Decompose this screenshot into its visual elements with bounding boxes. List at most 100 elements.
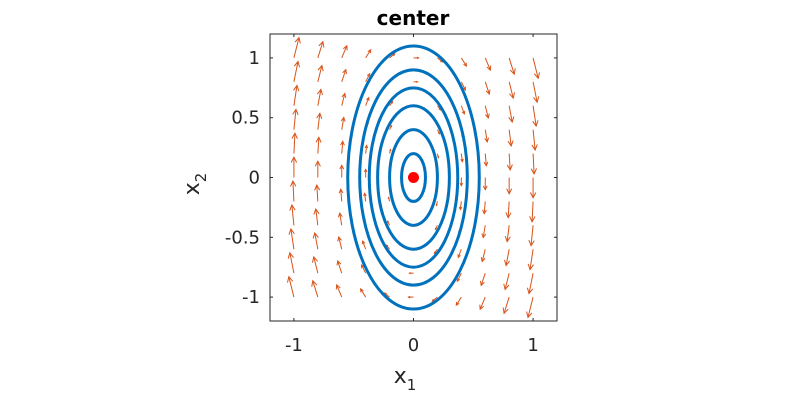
vector-arrow-shaft [365, 145, 368, 154]
vector-arrow-shaft [456, 272, 462, 282]
trajectories [346, 44, 481, 311]
vector-arrow-shaft [317, 41, 324, 59]
vector-arrow-shaft [531, 201, 534, 222]
vector-arrow [290, 156, 298, 178]
vector-arrow-head [460, 158, 464, 163]
vector-arrow [508, 57, 516, 76]
vector-arrow-head [529, 192, 537, 199]
vector-arrow-head [318, 40, 325, 48]
vector-arrow-shaft [508, 81, 514, 99]
vector-arrow-head [462, 86, 466, 91]
vector-arrow-head [463, 62, 467, 67]
vector-arrow-shaft [340, 189, 343, 202]
vector-arrow [503, 273, 510, 291]
vector-arrow [483, 153, 489, 167]
vector-arrow-shaft [293, 37, 300, 59]
y-tick-label: -0.5 [225, 227, 260, 248]
vector-arrow [365, 96, 370, 106]
vector-arrow-head [363, 168, 368, 173]
trajectory-orbit [367, 86, 460, 269]
vector-arrow [317, 40, 325, 59]
vector-arrow-shaft [341, 69, 347, 82]
vector-arrow [313, 207, 320, 226]
vector-arrow-head [507, 140, 514, 148]
vector-arrow-head [294, 36, 301, 44]
vector-arrow-head [483, 161, 489, 167]
vector-arrow-shaft [532, 129, 536, 151]
vector-arrow-shaft [289, 252, 295, 274]
x-axis-label-sub: 1 [407, 376, 417, 394]
vector-arrow [314, 184, 321, 202]
vector-arrow-shaft [530, 225, 534, 246]
vector-arrow-shaft [341, 117, 345, 130]
vector-arrow-head [502, 307, 509, 315]
x-tick-label: 1 [527, 335, 538, 356]
vector-arrow-shaft [313, 256, 319, 274]
vector-arrow-head [482, 209, 487, 215]
vector-arrow-head [480, 280, 485, 287]
vector-arrow-head [317, 64, 324, 72]
vector-arrow-head [486, 65, 492, 72]
vector-arrow-shaft [508, 153, 511, 170]
vector-arrow-head [437, 156, 440, 159]
vector-arrow-head [533, 96, 540, 104]
vector-arrow-head [416, 56, 420, 60]
vector-arrow-head [416, 80, 419, 83]
vector-arrow [407, 295, 414, 299]
vector-arrow [436, 129, 440, 135]
vector-arrow-head [337, 212, 343, 218]
y-tick-label: 0.5 [231, 108, 260, 129]
trajectory-orbit [388, 128, 439, 227]
vector-arrow-head [311, 255, 318, 263]
vector-arrow [340, 116, 346, 130]
vector-arrow [526, 296, 534, 319]
vector-arrow-shaft [459, 201, 462, 210]
vector-arrow [316, 112, 323, 130]
vector-arrow [315, 136, 322, 154]
vector-arrow-head [311, 279, 318, 287]
y-tick-label: -1 [242, 287, 260, 308]
vector-arrow [455, 296, 462, 307]
vector-arrow [340, 140, 345, 154]
vector-arrow-head [526, 311, 533, 319]
vector-arrow [504, 225, 511, 243]
vector-arrow [361, 264, 367, 274]
vector-arrow [527, 249, 534, 271]
vector-arrow [364, 144, 369, 154]
vector-arrow-shaft [480, 273, 486, 286]
vector-arrow [387, 220, 391, 226]
vector-arrow-head [336, 259, 342, 266]
vector-arrow-head [339, 164, 345, 170]
vector-arrow-head [390, 124, 393, 128]
vector-arrow [505, 201, 512, 219]
vector-arrow [292, 108, 299, 130]
vector-arrow-head [387, 220, 390, 223]
vector-arrow-shaft [508, 105, 513, 123]
vector-arrow-head [364, 144, 369, 149]
vector-arrow-shaft [365, 49, 372, 59]
vector-arrow [480, 273, 486, 287]
vector-arrow-head [389, 148, 392, 152]
vector-arrow-head [337, 235, 342, 242]
vector-arrow-head [508, 116, 515, 124]
vector-arrow [413, 56, 420, 60]
vector-arrow [361, 240, 367, 250]
vector-arrow [312, 231, 319, 250]
vector-arrow-head [288, 227, 295, 235]
vector-arrow-shaft [481, 249, 486, 262]
vector-arrow [336, 259, 343, 274]
vector-arrow-shaft [317, 137, 320, 154]
equilibrium-point [408, 172, 419, 183]
vector-arrow [506, 177, 513, 195]
vector-arrow-head [361, 240, 366, 245]
vector-arrow [529, 201, 536, 223]
vector-arrow-head [341, 92, 347, 98]
vector-arrow-head [367, 48, 372, 54]
vector-arrow-shaft [484, 105, 489, 119]
vector-arrow-head [503, 283, 510, 291]
vector-arrow-head [506, 188, 513, 195]
plot-area [269, 33, 558, 322]
vector-arrow-shaft [503, 296, 510, 314]
